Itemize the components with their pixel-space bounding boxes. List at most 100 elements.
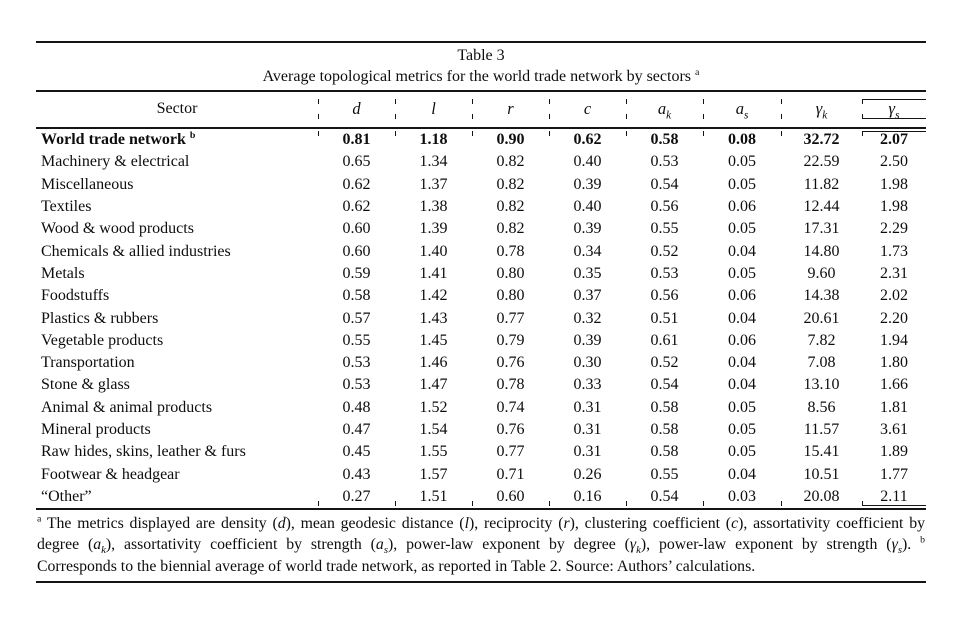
cell-gamma-k: 20.08 (781, 487, 862, 506)
column-header-r-symbol: r (507, 99, 514, 118)
cell-c: 0.33 (573, 376, 602, 394)
cell-d: 0.45 (342, 443, 371, 461)
cell-a-s: 0.04 (728, 242, 756, 260)
cell-l: 1.45 (419, 331, 448, 349)
sector-label: Miscellaneous (41, 175, 134, 193)
table-rule-below-header (36, 126, 926, 129)
cell-d: 0.48 (342, 398, 371, 416)
column-header-gamma-s-symbol: γ (888, 99, 896, 118)
sector-label: Plastics & rubbers (41, 309, 159, 327)
cell-d: 0.43 (342, 465, 371, 483)
table-row: Stone & glass 0.53 1.47 0.78 0.33 0.54 0.04 13.… (36, 374, 926, 396)
column-header-a-k-symbol: a (657, 99, 667, 118)
cell-r: 0.80 (496, 264, 525, 282)
table-row: Metals 0.59 1.41 0.80 0.35 0.53 0.05 9.60 2.31 (36, 263, 926, 285)
cell-a-k: 0.58 (650, 443, 679, 461)
cell-c: 0.62 (549, 131, 626, 150)
cell-sector: Footwear & headgear (36, 466, 318, 484)
cell-gamma-k: 14.80 (803, 242, 840, 260)
cell-sector: Transportation (36, 354, 318, 372)
cell-sector: Chemicals & allied industries (36, 243, 318, 261)
cell-a-k: 0.55 (650, 465, 679, 483)
cell-l: 1.34 (419, 153, 448, 171)
cell-l: 1.38 (419, 198, 448, 216)
cell-d: 0.53 (342, 354, 371, 372)
cell-d: 0.62 (342, 198, 371, 216)
table-subtitle: Average topological metrics for the worl… (36, 66, 926, 87)
cell-gamma-k: 7.82 (807, 331, 836, 349)
cell-gamma-s: 1.77 (880, 465, 908, 483)
subtitle-note-mark: a (695, 66, 700, 78)
cell-a-s: 0.04 (728, 309, 756, 327)
cell-a-k: 0.58 (650, 398, 679, 416)
cell-d: 0.57 (342, 309, 371, 327)
cell-a-s: 0.05 (728, 264, 756, 282)
cell-gamma-s: 1.73 (880, 242, 908, 260)
cell-gamma-k: 22.59 (803, 153, 840, 171)
sector-label: Textiles (41, 198, 92, 216)
cell-a-k: 0.52 (650, 242, 679, 260)
cell-sector: Miscellaneous (36, 176, 318, 194)
table-rule-above-footnote (36, 508, 926, 510)
cell-a-k: 0.54 (626, 487, 703, 506)
cell-sector: Mineral products (36, 421, 318, 439)
cell-gamma-s: 1.81 (880, 398, 908, 416)
cell-r: 0.78 (496, 376, 525, 394)
cell-c: 0.30 (573, 354, 602, 372)
cell-gamma-s: 2.20 (880, 309, 908, 327)
cell-d: 0.60 (342, 220, 371, 238)
cell-a-s: 0.08 (703, 131, 781, 150)
column-header-gamma-k-subscript: k (822, 109, 828, 122)
cell-sector: Foodstuffs (36, 287, 318, 305)
table-row: Wood & wood products 0.60 1.39 0.82 0.39 0.55… (36, 218, 926, 240)
cell-c: 0.39 (573, 331, 602, 349)
cell-l: 1.41 (419, 264, 448, 282)
column-header-sector-label: Sector (156, 100, 198, 117)
sector-label: Wood & wood products (41, 220, 194, 238)
cell-a-k: 0.56 (650, 198, 679, 216)
cell-gamma-k: 12.44 (803, 198, 840, 216)
table-row: Plastics & rubbers 0.57 1.43 0.77 0.32 0.51 0.… (36, 307, 926, 329)
cell-a-s: 0.06 (728, 198, 756, 216)
table-row: Raw hides, skins, leather & furs 0.45 1.55… (36, 441, 926, 463)
table-rule-top (36, 41, 926, 43)
cell-r: 0.79 (496, 331, 525, 349)
table-row: Mineral products 0.47 1.54 0.76 0.31 0.58 0.05… (36, 419, 926, 441)
sector-label: “Other” (41, 487, 92, 505)
cell-gamma-k: 20.61 (803, 309, 840, 327)
column-header-c: c (549, 99, 626, 119)
table-row: World trade network b 0.81 1.18 0.90 0.62 0.58… (36, 129, 926, 151)
sector-label: Stone & glass (41, 376, 130, 394)
cell-a-k: 0.51 (650, 309, 679, 327)
cell-c: 0.34 (573, 242, 602, 260)
sector-note-mark: b (189, 129, 196, 141)
cell-gamma-s: 1.98 (880, 198, 908, 216)
sector-label: Machinery & electrical (41, 153, 190, 171)
cell-l: 1.46 (419, 354, 448, 372)
cell-gamma-s: 1.98 (880, 175, 908, 193)
column-header-sector: Sector (36, 100, 318, 118)
cell-c: 0.39 (573, 220, 602, 238)
cell-a-k: 0.54 (650, 376, 679, 394)
sector-label: World trade network (41, 131, 186, 149)
table-row: Foodstuffs 0.58 1.42 0.80 0.37 0.56 0.06 14.38 2… (36, 285, 926, 307)
cell-a-s: 0.04 (728, 465, 756, 483)
cell-a-k: 0.56 (650, 287, 679, 305)
cell-gamma-s: 1.66 (880, 376, 908, 394)
cell-sector: Animal & animal products (36, 399, 318, 417)
column-header-r: r (472, 99, 549, 119)
cell-a-s: 0.04 (728, 376, 756, 394)
cell-l: 1.18 (395, 131, 472, 150)
column-header-d: d (318, 99, 395, 119)
cell-a-s: 0.06 (728, 331, 756, 349)
cell-l: 1.37 (419, 175, 448, 193)
cell-a-k: 0.61 (650, 331, 679, 349)
cell-c: 0.26 (573, 465, 602, 483)
cell-d: 0.55 (342, 331, 371, 349)
cell-l: 1.40 (419, 242, 448, 260)
cell-a-k: 0.58 (626, 131, 703, 150)
cell-c: 0.40 (573, 198, 602, 216)
cell-c: 0.16 (549, 487, 626, 506)
cell-l: 1.39 (419, 220, 448, 238)
cell-gamma-k: 11.57 (803, 421, 840, 438)
